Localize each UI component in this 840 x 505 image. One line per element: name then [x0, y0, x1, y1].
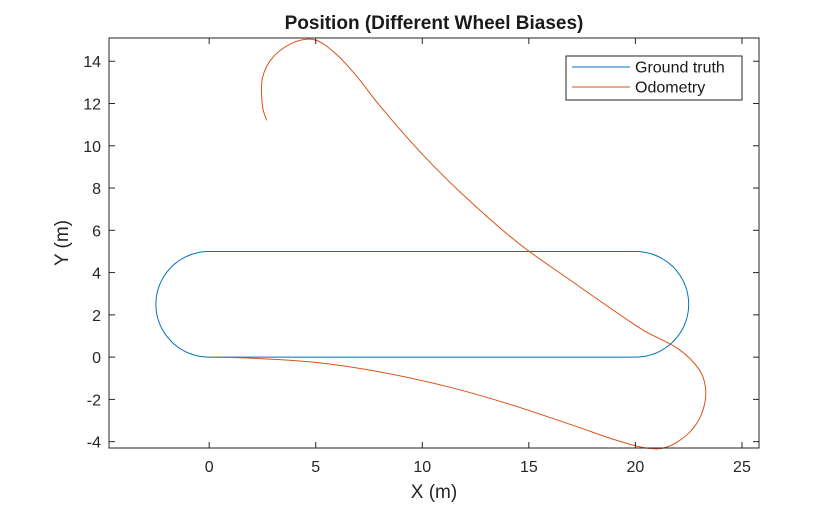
y-tick-label: 12 [83, 97, 101, 114]
y-tick-label: 14 [83, 54, 101, 71]
y-tick-label: 4 [92, 266, 101, 283]
series-ground-truth-line [155, 251, 690, 358]
legend-label: Ground truth [635, 60, 725, 77]
tick-layer: 0 5 10 15 20 25 -4 -2 0 2 4 6 8 10 12 14 [83, 38, 759, 476]
chart-title: Position (Different Wheel Biases) [285, 13, 584, 34]
y-tick-label: 0 [92, 350, 101, 367]
y-tick-label: 6 [92, 223, 101, 240]
x-tick-label: 10 [413, 459, 431, 476]
x-tick-label: 25 [733, 459, 751, 476]
x-tick-label: 15 [520, 459, 538, 476]
y-tick-label: 2 [92, 308, 101, 325]
axes-box [108, 37, 760, 449]
legend: Ground truth Odometry [565, 55, 743, 101]
legend-box [565, 55, 743, 101]
x-tick-label: 20 [626, 459, 644, 476]
y-tick-label: -2 [87, 392, 101, 409]
y-tick-label: -4 [87, 435, 101, 452]
x-axis-label: X (m) [411, 482, 457, 503]
legend-label: Odometry [635, 80, 705, 97]
x-tick-label: 0 [205, 459, 214, 476]
y-tick-label: 10 [83, 139, 101, 156]
y-tick-label: 8 [92, 181, 101, 198]
y-axis-label: Y (m) [52, 220, 73, 266]
x-tick-label: 5 [311, 459, 320, 476]
